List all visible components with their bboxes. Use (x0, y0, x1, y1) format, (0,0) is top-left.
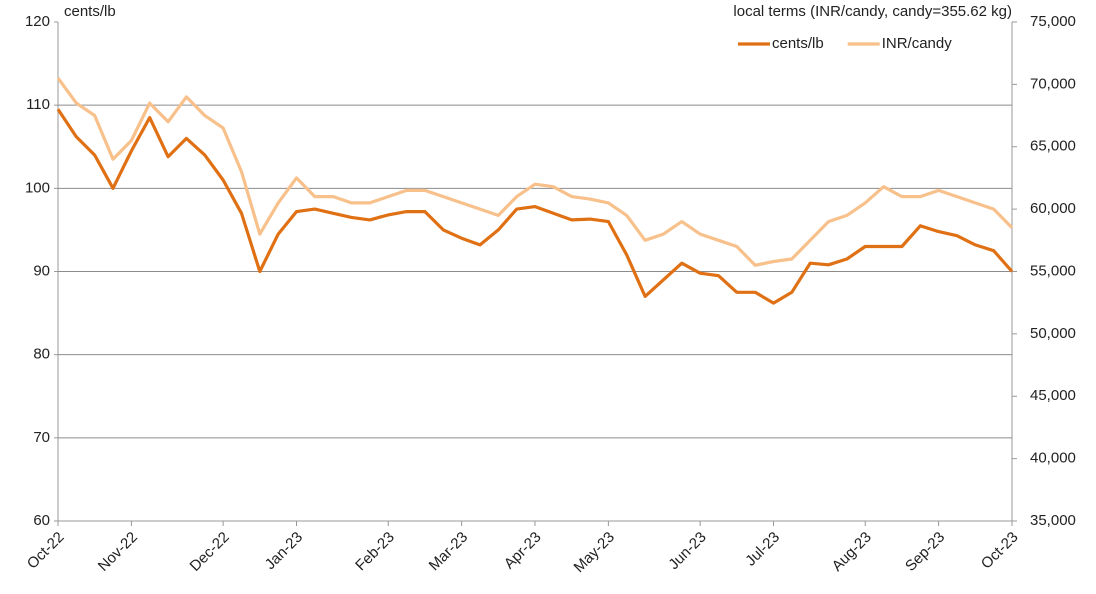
y2-tick-label: 65,000 (1030, 138, 1076, 155)
y2-tick-label: 50,000 (1030, 325, 1076, 342)
y-tick-label: 110 (26, 96, 50, 113)
series-line (56, 108, 1014, 305)
x-tick-label: Aug-23 (829, 529, 875, 575)
y-tick-label: 100 (25, 179, 50, 196)
y-axis-label: cents/lb (64, 3, 116, 20)
x-tick-label: Jun-23 (665, 529, 709, 573)
y2-tick-label: 60,000 (1030, 200, 1076, 217)
y2-tick-label: 45,000 (1030, 387, 1076, 404)
y2-tick-label: 40,000 (1030, 450, 1076, 467)
y2-tick-label: 35,000 (1030, 512, 1076, 529)
y-tick-label: 120 (25, 13, 50, 30)
legend-label: cents/lb (772, 35, 824, 52)
y-tick-label: 70 (33, 429, 50, 446)
y-tick-label: 60 (33, 512, 50, 529)
y2-tick-label: 55,000 (1030, 262, 1076, 279)
y2-tick-label: 75,000 (1030, 13, 1076, 30)
x-tick-label: Feb-23 (352, 529, 398, 575)
y2-tick-label: 70,000 (1030, 75, 1076, 92)
x-tick-label: Sep-23 (902, 529, 948, 575)
x-tick-label: Dec-22 (187, 529, 233, 575)
series-line (56, 77, 1014, 267)
y-tick-label: 80 (33, 346, 50, 363)
x-tick-label: Nov-22 (95, 529, 141, 575)
x-tick-label: Apr-23 (501, 529, 545, 573)
x-tick-label: Mar-23 (426, 529, 472, 575)
y-tick-label: 90 (33, 262, 50, 279)
x-tick-label: Oct-23 (978, 529, 1022, 573)
x-tick-label: Jul-23 (742, 529, 783, 570)
x-tick-label: Jan-23 (262, 529, 306, 573)
x-tick-label: Oct-22 (24, 529, 68, 573)
x-tick-label: May-23 (571, 529, 618, 576)
y2-axis-label: local terms (INR/candy, candy=355.62 kg) (733, 3, 1012, 20)
legend-label: INR/candy (882, 35, 953, 52)
